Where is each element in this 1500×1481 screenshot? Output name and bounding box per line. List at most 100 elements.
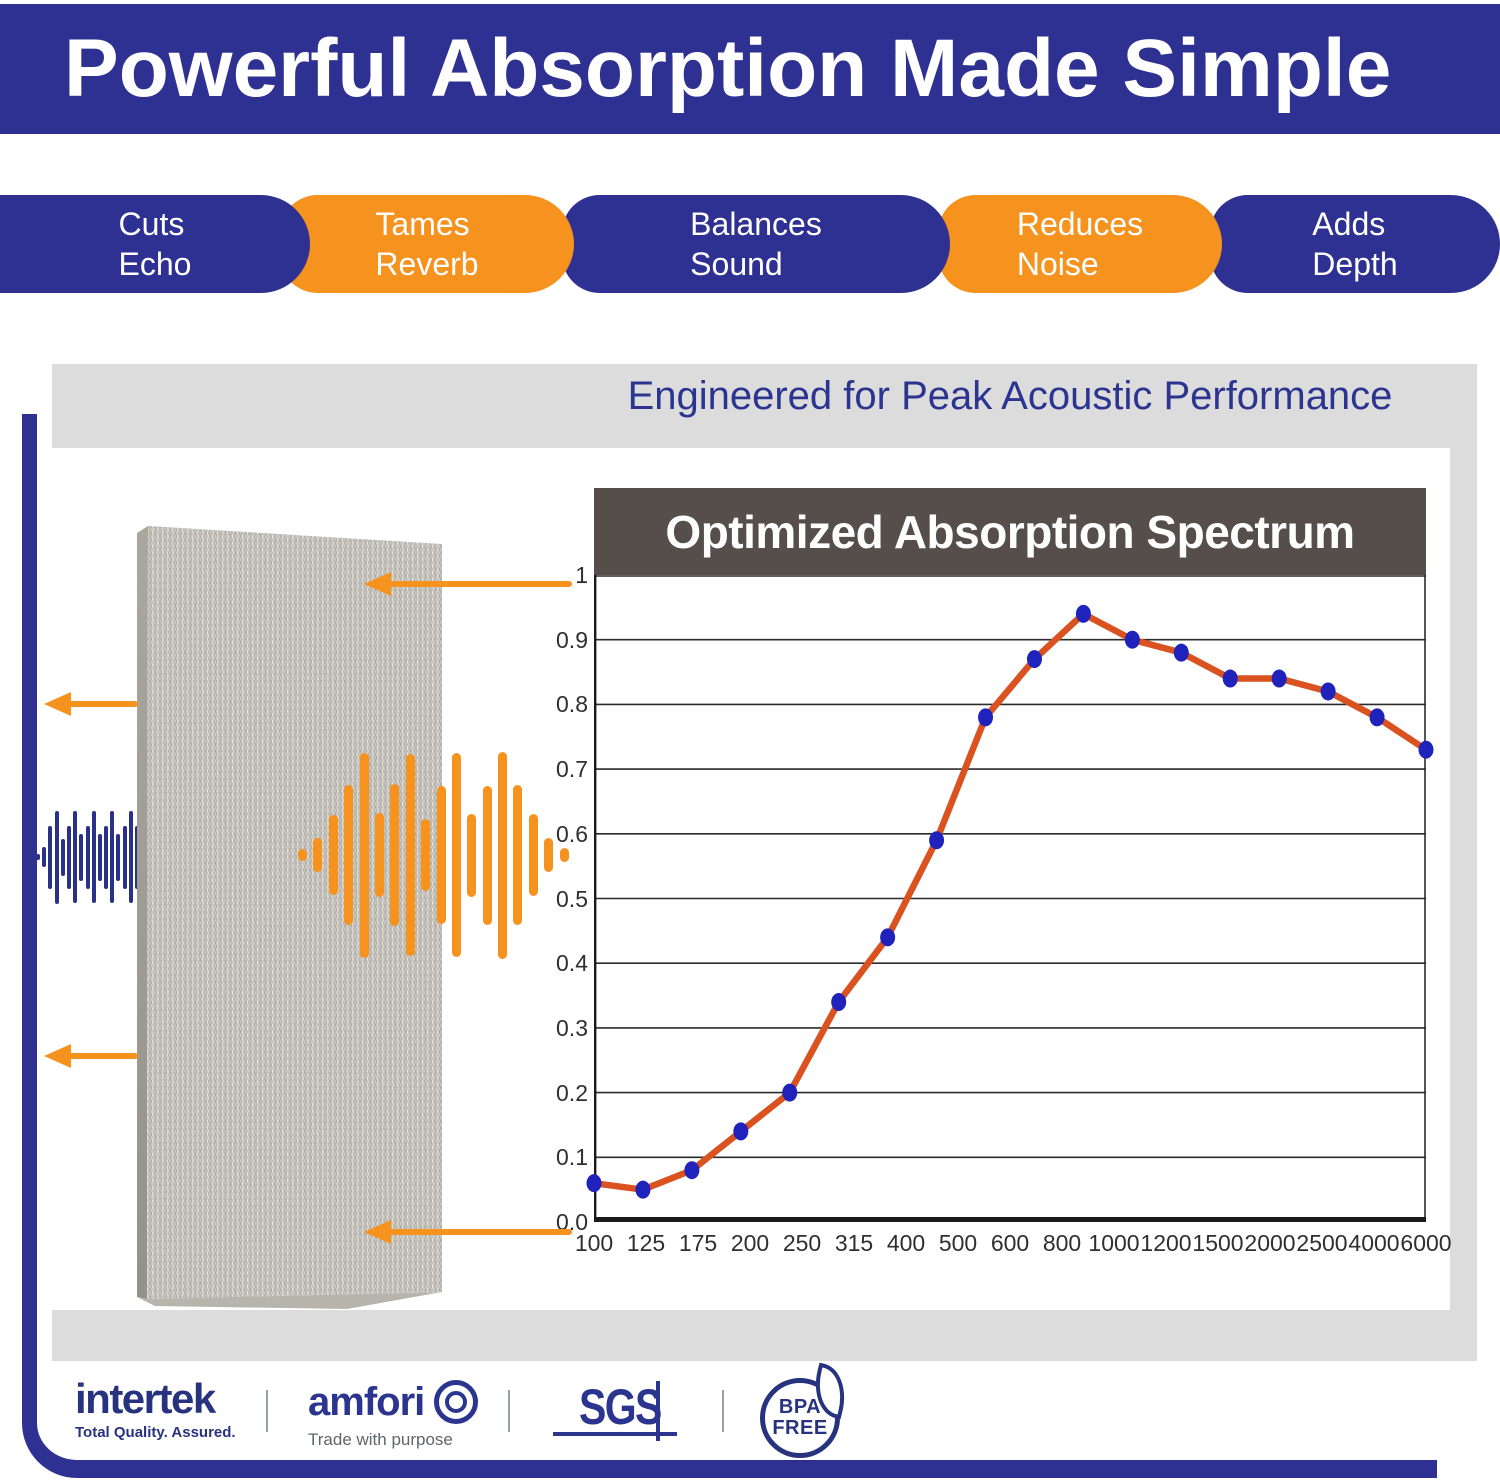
- wave-bar: [405, 754, 415, 956]
- x-tick-label: 250: [782, 1230, 822, 1256]
- data-point: [1075, 604, 1091, 623]
- x-tick-label: 175: [678, 1230, 718, 1256]
- chart-title-band: Optimized Absorption Spectrum: [594, 488, 1426, 575]
- wave-bar: [436, 786, 446, 924]
- panel-side-edge: [137, 526, 148, 1299]
- wave-bar: [85, 825, 90, 889]
- data-point: [733, 1122, 749, 1141]
- wave-bar: [73, 811, 78, 903]
- x-tick-label: 1500: [1192, 1230, 1244, 1256]
- data-point: [1222, 669, 1238, 688]
- wave-bar: [79, 833, 84, 881]
- intertek-tagline: Total Quality. Assured.: [75, 1424, 236, 1441]
- y-tick-label: 0.4: [556, 950, 588, 977]
- wave-bar: [36, 854, 40, 860]
- data-point: [1124, 630, 1140, 649]
- y-tick-label: 0.2: [556, 1079, 588, 1106]
- intertek-wordmark: intertek: [75, 1375, 216, 1422]
- data-point: [782, 1083, 798, 1102]
- intertek-logo: intertek Total Quality. Assured.: [75, 1375, 236, 1442]
- wave-bar: [110, 811, 115, 903]
- header-band: Powerful Absorption Made Simple: [0, 4, 1500, 134]
- wave-bar: [498, 751, 508, 959]
- wave-bar: [467, 813, 477, 897]
- data-point: [831, 993, 847, 1012]
- wave-bar: [42, 847, 47, 867]
- data-point: [684, 1161, 700, 1180]
- wave-bar: [559, 848, 569, 862]
- badge-adds-depth: Adds Depth: [1210, 195, 1500, 293]
- logo-separator: [722, 1390, 724, 1432]
- data-point: [586, 1174, 602, 1193]
- y-tick-label: 0.7: [556, 756, 588, 783]
- x-tick-label: 200: [730, 1230, 770, 1256]
- y-tick-label: 0.3: [556, 1014, 588, 1041]
- x-tick-label: 400: [886, 1230, 926, 1256]
- data-point: [1173, 643, 1189, 662]
- wave-bar: [97, 833, 102, 881]
- logo-separator: [508, 1390, 510, 1432]
- x-tick-label: 2000: [1244, 1230, 1296, 1256]
- bpa-line2: FREE: [772, 1417, 828, 1439]
- data-point: [929, 831, 945, 850]
- x-tick-label: 6000: [1400, 1230, 1452, 1256]
- wave-bar: [528, 814, 538, 896]
- section-heading: Engineered for Peak Acoustic Performance: [627, 374, 1393, 418]
- amfori-spiral-icon: [434, 1380, 479, 1424]
- wave-bar: [482, 785, 492, 925]
- wave-bar: [390, 784, 400, 926]
- x-tick-label: 125: [626, 1230, 666, 1256]
- wave-bar: [513, 785, 523, 925]
- wave-bar: [328, 815, 338, 895]
- data-point: [1369, 708, 1385, 727]
- wave-bar: [66, 825, 71, 889]
- y-tick-label: 0.6: [556, 820, 588, 847]
- frame-accent: [22, 414, 1437, 1478]
- wave-bar: [122, 825, 127, 889]
- sgs-logo: SGS: [553, 1379, 683, 1441]
- badge-cuts-echo: Cuts Echo: [0, 195, 310, 293]
- amfori-tagline: Trade with purpose: [308, 1430, 453, 1449]
- wave-bar: [48, 825, 53, 889]
- bpa-line1: BPA: [778, 1396, 822, 1418]
- data-point: [880, 928, 896, 947]
- data-point: [1271, 669, 1287, 688]
- x-tick-label: 500: [938, 1230, 978, 1256]
- y-tick-label: 1: [575, 562, 588, 588]
- badge-tames-reverb: Tames Reverb: [280, 195, 574, 293]
- y-tick-label: 0.8: [556, 691, 588, 718]
- amfori-logo: amfori Trade with purpose: [308, 1380, 479, 1450]
- wave-bar: [344, 785, 354, 925]
- wave-bar: [104, 825, 109, 889]
- wave-bar: [374, 813, 384, 897]
- x-tick-label: 600: [990, 1230, 1030, 1256]
- sound-wave-orange-icon: [298, 751, 575, 959]
- wave-bar: [54, 810, 59, 904]
- data-point: [635, 1180, 651, 1199]
- wave-bar: [60, 838, 65, 876]
- y-tick-label: 0.5: [556, 885, 588, 912]
- wave-bar: [128, 811, 133, 903]
- amfori-wordmark: amfori: [308, 1380, 425, 1424]
- bpa-free-badge: BPA FREE: [760, 1378, 840, 1458]
- absorption-spectrum-chart: [586, 575, 1434, 1222]
- sgs-underline: [553, 1432, 677, 1436]
- wave-bar: [116, 833, 121, 881]
- wave-bar: [544, 838, 554, 872]
- data-point: [978, 708, 994, 727]
- x-tick-label: 100: [574, 1230, 614, 1256]
- chart-title: Optimized Absorption Spectrum: [665, 505, 1355, 558]
- sgs-wordmark: SGS: [579, 1379, 662, 1435]
- page-title: Powerful Absorption Made Simple: [64, 23, 1392, 114]
- badge-balances-sound: Balances Sound: [562, 195, 950, 293]
- x-tick-label: 1000: [1088, 1230, 1140, 1256]
- wave-bar: [298, 849, 307, 861]
- wave-bar: [421, 819, 431, 891]
- x-tick-label: 1200: [1140, 1230, 1192, 1256]
- y-tick-label: 0.1: [556, 1144, 588, 1171]
- x-tick-label: 4000: [1348, 1230, 1400, 1256]
- sgs-vertical-bar: [656, 1381, 660, 1441]
- wave-bar: [91, 811, 96, 903]
- x-tick-label: 2500: [1296, 1230, 1348, 1256]
